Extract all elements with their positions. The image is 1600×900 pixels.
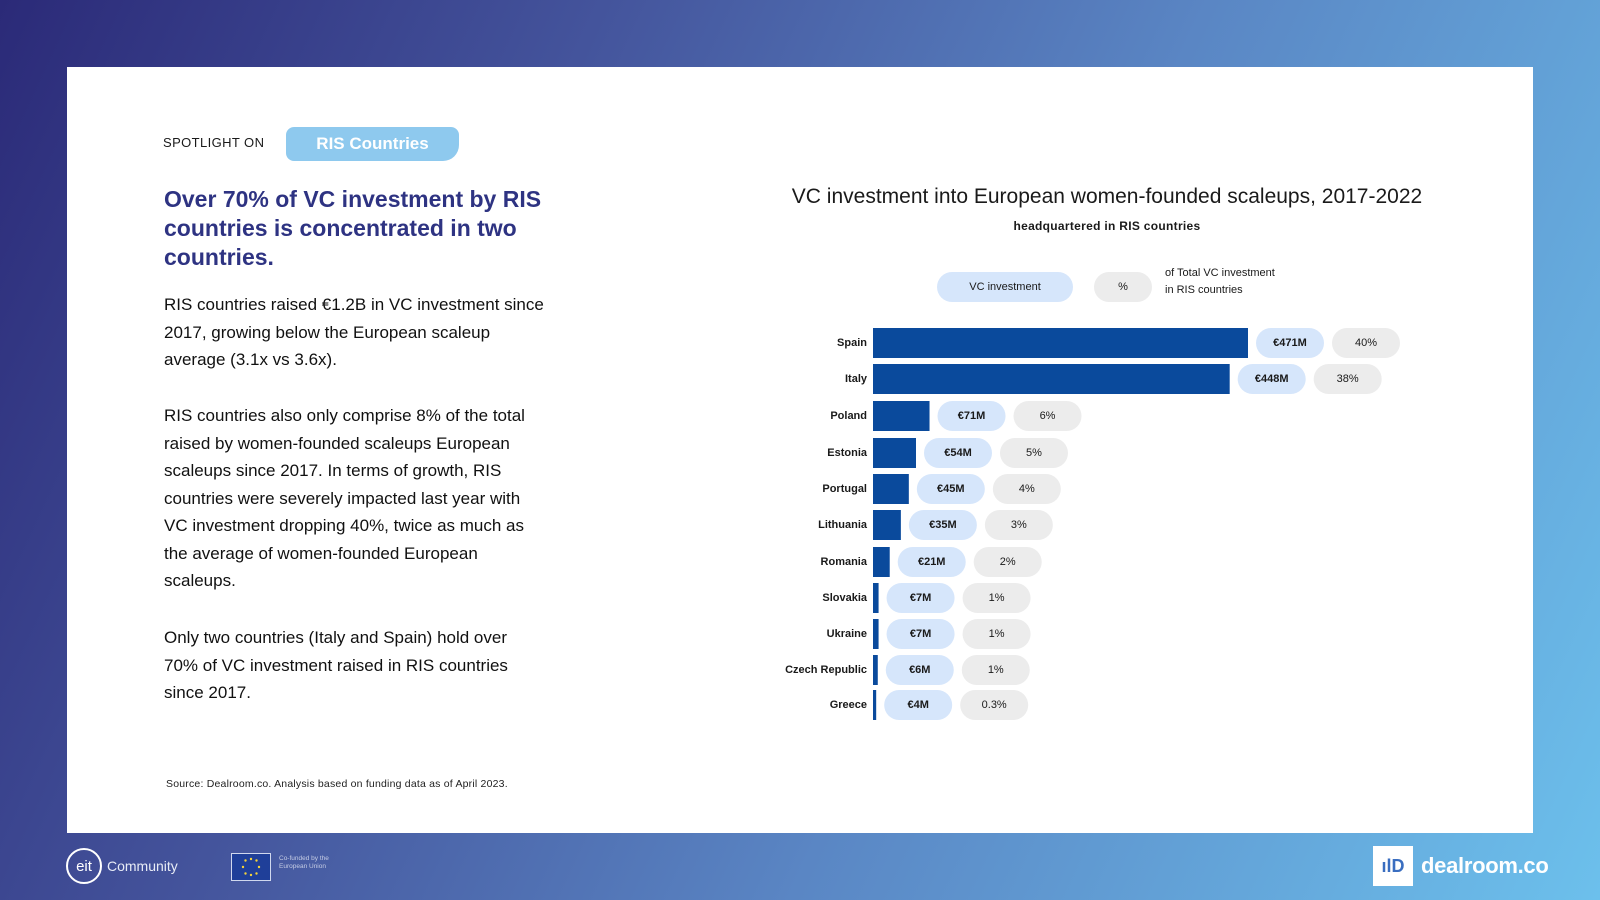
value-label: €54M xyxy=(944,447,972,459)
category-label: Spain xyxy=(837,337,867,349)
bar-italy xyxy=(873,364,1230,394)
percent-label: 2% xyxy=(1000,556,1016,568)
value-pill xyxy=(897,547,966,577)
bar-ukraine xyxy=(873,619,879,649)
value-label: €448M xyxy=(1255,373,1289,385)
category-label: Romania xyxy=(821,556,868,568)
source-note: Source: Dealroom.co. Analysis based on f… xyxy=(166,778,508,790)
percent-pill xyxy=(961,655,1030,685)
percent-label: 3% xyxy=(1011,519,1027,531)
value-pill xyxy=(886,583,955,613)
chart-title: VC investment into European women-founde… xyxy=(791,185,1423,208)
value-label: €45M xyxy=(937,483,965,495)
category-label: Czech Republic xyxy=(785,664,867,676)
bar-greece xyxy=(873,690,877,720)
legend-percent: % xyxy=(1094,272,1152,302)
percent-label: 5% xyxy=(1026,447,1042,459)
percent-label: 40% xyxy=(1355,337,1377,349)
eu-cofunded-text: Co-funded by the European Union xyxy=(279,855,329,870)
percent-label: 1% xyxy=(988,664,1004,676)
percent-pill xyxy=(1313,364,1382,394)
value-pill xyxy=(1237,364,1306,394)
value-label: €471M xyxy=(1273,337,1307,349)
value-pill xyxy=(1256,328,1324,358)
category-label: Greece xyxy=(830,699,867,711)
spotlight-label: SPOTLIGHT ON xyxy=(163,135,265,150)
legend-note-line1: of Total VC investment xyxy=(1165,267,1275,279)
eit-community-logo: eit Community xyxy=(66,848,178,884)
category-label: Ukraine xyxy=(827,628,867,640)
bar-estonia xyxy=(873,438,916,468)
paragraph-concentration: Only two countries (Italy and Spain) hol… xyxy=(164,628,508,702)
bar-portugal xyxy=(873,474,909,504)
bar-romania xyxy=(873,547,890,577)
percent-label: 6% xyxy=(1040,410,1056,422)
category-label: Poland xyxy=(830,410,867,422)
paragraph-growth: RIS countries raised €1.2B in VC investm… xyxy=(164,295,544,369)
value-pill xyxy=(886,619,955,649)
value-pill xyxy=(916,474,985,504)
category-label: Italy xyxy=(845,373,868,385)
value-label: €6M xyxy=(909,664,930,676)
legend-note-line2: in RIS countries xyxy=(1165,284,1243,296)
percent-label: 38% xyxy=(1337,373,1359,385)
percent-label: 1% xyxy=(989,592,1005,604)
category-label: Slovakia xyxy=(822,592,868,604)
bar-slovakia xyxy=(873,583,879,613)
value-label: €35M xyxy=(929,519,957,531)
legend-note: of Total VC investment in RIS countries xyxy=(1165,265,1325,299)
eit-mark: eit xyxy=(66,848,102,884)
bar-spain xyxy=(873,328,1248,358)
eu-flag-icon xyxy=(231,853,271,881)
value-pill xyxy=(923,438,992,468)
percent-label: 1% xyxy=(989,628,1005,640)
bar-chart: Spain €471M 40% Italy €448M 38% Poland €71M 6% Es… xyxy=(785,328,1400,720)
category-label: Lithuania xyxy=(818,519,868,531)
percent-pill xyxy=(1013,401,1082,431)
value-label: €7M xyxy=(910,628,931,640)
content-card: SPOTLIGHT ON RIS Countries Over 70% of V… xyxy=(67,67,1533,833)
percent-label: 0.3% xyxy=(982,699,1007,711)
value-pill xyxy=(908,510,977,540)
eit-community-word: Community xyxy=(107,858,178,874)
bar-poland xyxy=(873,401,930,431)
percent-label: 4% xyxy=(1019,483,1035,495)
percent-pill xyxy=(962,583,1031,613)
value-label: €21M xyxy=(918,556,946,568)
value-pill xyxy=(937,401,1006,431)
legend-vc-investment: VC investment xyxy=(937,272,1073,302)
category-label: Portugal xyxy=(822,483,867,495)
value-label: €4M xyxy=(907,699,928,711)
category-label: Estonia xyxy=(827,447,868,459)
value-label: €7M xyxy=(910,592,931,604)
percent-pill xyxy=(962,619,1031,649)
percent-pill xyxy=(992,474,1061,504)
headline: Over 70% of VC investment by RIS countri… xyxy=(164,186,542,270)
percent-pill xyxy=(999,438,1068,468)
percent-pill xyxy=(1332,328,1400,358)
percent-pill xyxy=(984,510,1053,540)
percent-pill xyxy=(973,547,1042,577)
chart-subtitle: headquartered in RIS countries xyxy=(1013,219,1201,233)
value-pill xyxy=(885,655,954,685)
dealroom-logo-icon: ılD xyxy=(1373,846,1413,886)
bar-czech-republic xyxy=(873,655,878,685)
dealroom-logo-word: dealroom.co xyxy=(1421,853,1549,878)
paragraph-share: RIS countries also only comprise 8% of t… xyxy=(164,406,525,590)
value-label: €71M xyxy=(958,410,986,422)
value-pill xyxy=(884,690,953,720)
bar-lithuania xyxy=(873,510,901,540)
spotlight-badge: RIS Countries xyxy=(286,127,459,161)
percent-pill xyxy=(960,690,1029,720)
